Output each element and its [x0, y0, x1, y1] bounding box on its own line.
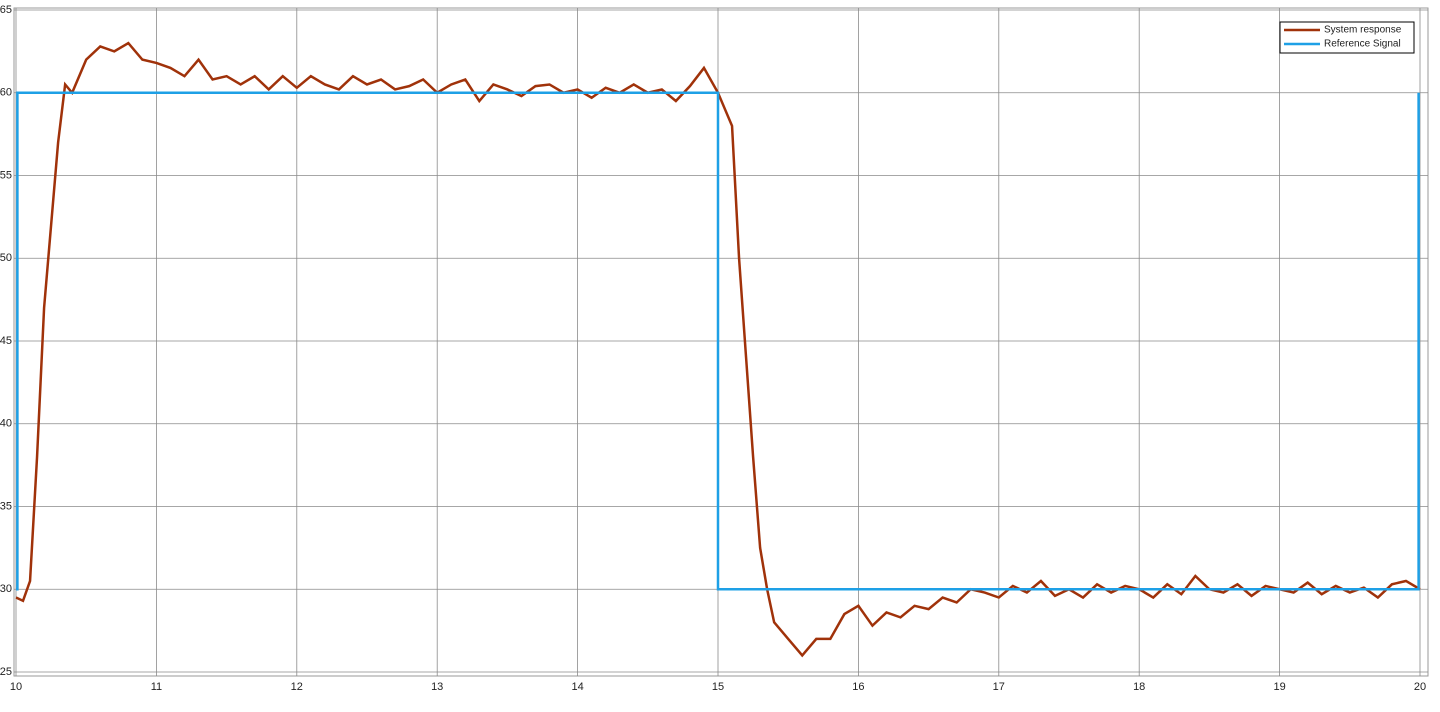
- y-tick-label: 40: [0, 418, 12, 430]
- legend-box: [1279, 21, 1415, 54]
- y-tick-label: 45: [0, 335, 12, 347]
- y-tick-label: 30: [0, 583, 12, 595]
- series-line: [16, 91, 1420, 591]
- y-tick-label: 65: [0, 4, 12, 16]
- x-tick-label: 17: [993, 681, 1005, 693]
- y-tick-label: 55: [0, 169, 12, 181]
- x-tick-label: 16: [852, 681, 864, 693]
- x-tick-label: 18: [1133, 681, 1145, 693]
- legend-label: Reference Signal: [1324, 39, 1401, 50]
- plot-area: [13, 7, 1429, 677]
- x-tick-label: 19: [1273, 681, 1285, 693]
- x-tick-label: 20: [1414, 681, 1426, 693]
- legend-label: System response: [1324, 25, 1402, 36]
- y-tick-label: 35: [0, 500, 12, 512]
- y-tick-label: 60: [0, 87, 12, 99]
- series-line: [15, 41, 1421, 658]
- x-tick-label: 12: [291, 681, 303, 693]
- x-tick-label: 13: [431, 681, 443, 693]
- x-tick-label: 15: [712, 681, 724, 693]
- x-tick-label: 14: [571, 681, 583, 693]
- y-tick-label: 25: [0, 666, 12, 678]
- y-tick-label: 50: [0, 252, 12, 264]
- x-tick-label: 10: [10, 681, 22, 693]
- x-tick-label: 11: [151, 681, 162, 693]
